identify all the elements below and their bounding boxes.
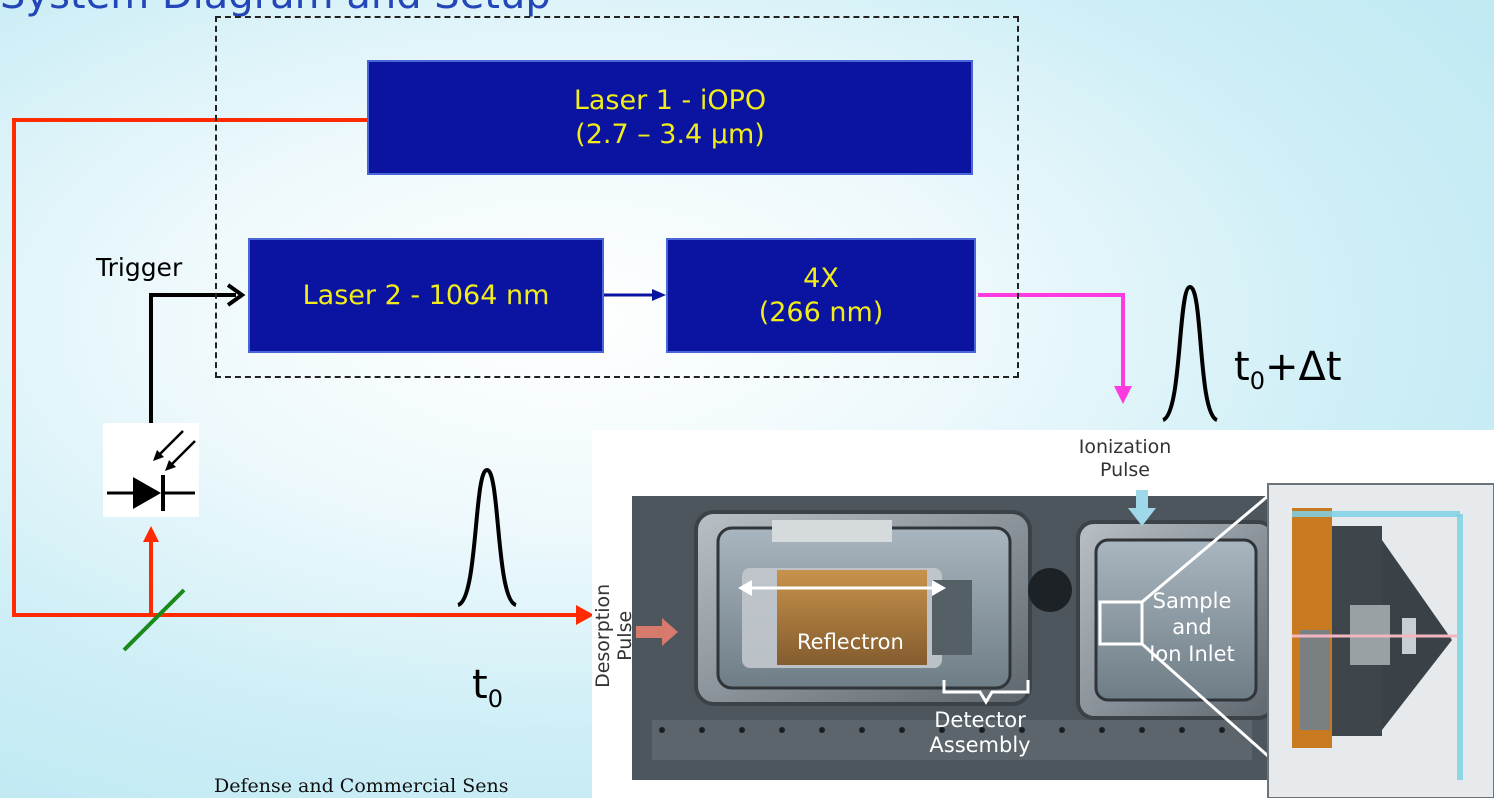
laser1-box: Laser 1 - iOPO (2.7 – 3.4 µm)	[367, 60, 973, 175]
t0dt-t: t	[1234, 344, 1250, 390]
detector-line1: Detector	[934, 708, 1026, 732]
ionization-arrow-icon	[1128, 490, 1156, 526]
sample-window	[1098, 600, 1144, 646]
desorption-pulse-label: Desorption Pulse	[588, 556, 636, 706]
trigger-label: Trigger	[96, 253, 183, 282]
t0-pulse-icon	[456, 467, 518, 607]
laser2-box: Laser 2 - 1064 nm	[248, 238, 604, 353]
ionization-pulse-label: Ionization Pulse	[1063, 436, 1187, 482]
sample-line1: Sample	[1152, 589, 1232, 613]
detector-assembly-label: Detector Assembly	[910, 708, 1050, 758]
t0-label: t0	[472, 662, 503, 713]
t0dt-rest: +Δt	[1264, 344, 1342, 390]
desorption-beam-line	[12, 118, 576, 617]
sample-line2: and	[1172, 615, 1212, 640]
t0-delta-label: t0+Δt	[1234, 344, 1342, 395]
desorption-line2: Pulse	[614, 610, 636, 661]
detector-line2: Assembly	[929, 733, 1031, 758]
laser1-range: (2.7 – 3.4 µm)	[575, 118, 765, 150]
t0dt-sub: 0	[1249, 367, 1265, 395]
sample-line3: Ion Inlet	[1149, 641, 1235, 666]
t0-delta-pulse-icon	[1161, 284, 1219, 422]
reflectron-label: Reflectron	[797, 630, 904, 654]
t0-sub: 0	[487, 685, 503, 713]
t0-t: t	[472, 662, 488, 708]
ionization-beam-line	[978, 293, 1125, 388]
beam-splitter	[122, 588, 186, 652]
desorption-beam-arrowhead	[576, 605, 594, 625]
slide-title: System Diagram and Setup	[0, 0, 551, 18]
ionization-line1: Ionization	[1078, 436, 1172, 458]
laser1-title: Laser 1 - iOPO	[573, 84, 767, 116]
desorption-line1: Desorption	[592, 583, 615, 688]
trigger-arrowhead	[226, 283, 246, 307]
quadrupler-box: 4X (266 nm)	[666, 238, 976, 353]
laser-enclosure	[215, 16, 1019, 378]
ionization-beam-arrowhead	[1114, 386, 1132, 404]
desorption-arrow-icon	[636, 618, 678, 646]
laser2-title: Laser 2 - 1064 nm	[302, 279, 550, 311]
instrument-photo: Ionization Pulse Desorption Pulse Reflec…	[592, 430, 1494, 798]
sample-ion-inlet-label: Sample and Ion Inlet	[1144, 588, 1240, 667]
quadrupler-wavelength: (266 nm)	[758, 296, 884, 328]
photodiode-icon	[103, 423, 199, 517]
ionization-line2: Pulse	[1099, 458, 1151, 481]
quadrupler-title: 4X	[803, 262, 839, 294]
trigger-line	[149, 293, 236, 425]
footer-text: Defense and Commercial Sens	[214, 775, 509, 797]
pickoff-arrowhead	[143, 526, 159, 542]
